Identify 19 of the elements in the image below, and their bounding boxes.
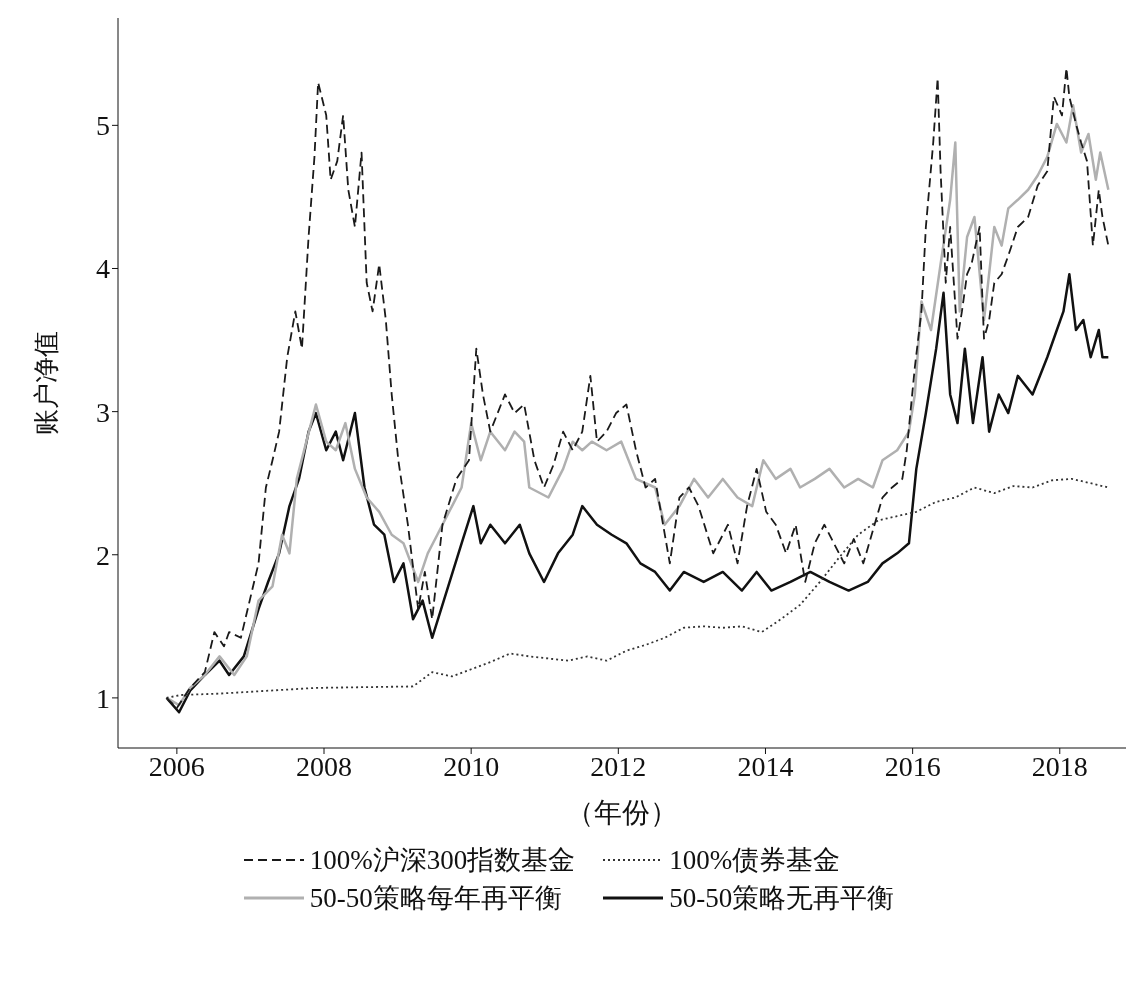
y-axis-title: 账户净值 xyxy=(32,331,62,435)
y-tick-label: 2 xyxy=(96,539,110,571)
x-tick-label: 2006 xyxy=(148,750,205,782)
x-tick-label: 2014 xyxy=(737,750,794,782)
y-tick-label: 4 xyxy=(96,253,110,285)
y-tick-label: 5 xyxy=(96,110,110,142)
y-tick-label: 3 xyxy=(96,396,110,428)
x-axis-title: （年份） xyxy=(566,797,678,828)
legend-label: 50-50策略无再平衡 xyxy=(669,882,895,915)
legend-label: 50-50策略每年再平衡 xyxy=(309,882,562,915)
line-series xyxy=(165,478,1110,699)
legend-label: 100%债券基金 xyxy=(669,844,841,877)
x-tick-label: 2010 xyxy=(443,750,500,782)
x-tick-label: 2016 xyxy=(884,750,941,782)
x-tick-label: 2012 xyxy=(590,750,647,782)
y-tick-label: 1 xyxy=(96,682,110,714)
x-tick-label: 2018 xyxy=(1031,750,1088,782)
legend-label: 100%沪深300指数基金 xyxy=(309,844,576,877)
x-tick-label: 2008 xyxy=(296,750,353,782)
